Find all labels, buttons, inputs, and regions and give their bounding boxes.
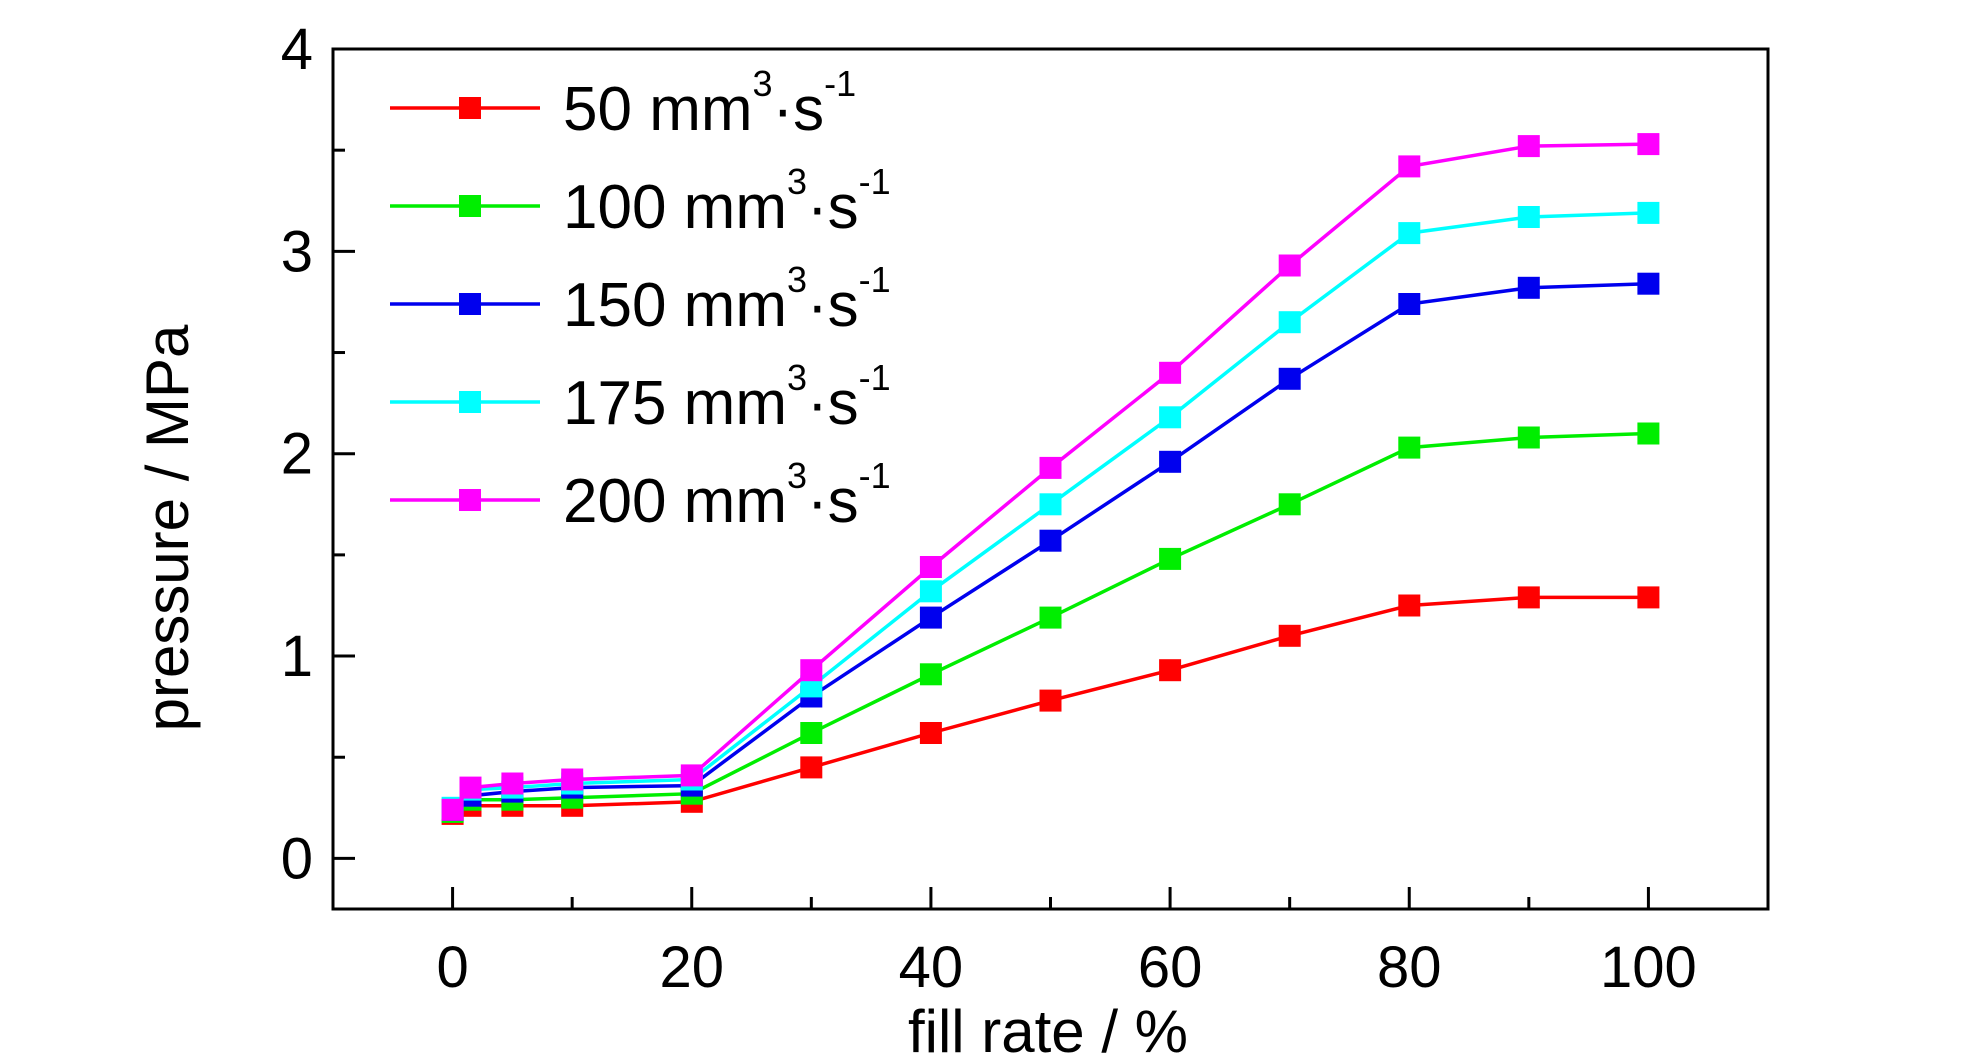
legend-entry-2: 100 mm3·s-1 — [390, 161, 891, 242]
data-point — [1517, 586, 1540, 609]
legend-marker — [459, 195, 481, 217]
data-point — [1159, 450, 1182, 473]
legend-label: 50 mm3·s-1 — [563, 63, 856, 144]
legend-label-superscript: -1 — [859, 259, 891, 300]
x-tick-label: 100 — [1600, 935, 1697, 1000]
legend-label-unit: ·s — [807, 369, 859, 438]
data-point — [1637, 586, 1660, 609]
legend-label-superscript: -1 — [824, 63, 856, 104]
data-point — [1398, 222, 1421, 245]
legend-marker — [459, 391, 481, 413]
legend-label: 100 mm3·s-1 — [563, 161, 891, 242]
legend-label-superscript: -1 — [859, 455, 891, 496]
data-point — [919, 606, 942, 629]
data-point — [1398, 436, 1421, 459]
data-point — [1159, 406, 1182, 429]
data-point — [919, 580, 942, 603]
data-point — [1398, 155, 1421, 178]
legend-marker — [459, 293, 481, 315]
data-point — [919, 722, 942, 744]
data-point — [800, 722, 823, 744]
data-point — [1398, 293, 1421, 315]
data-point — [1278, 367, 1301, 390]
data-point — [1517, 135, 1540, 158]
x-tick-label: 20 — [659, 935, 724, 1000]
legend-label-superscript: -1 — [859, 357, 891, 398]
legend-label: 175 mm3·s-1 — [563, 357, 891, 438]
data-point — [680, 764, 703, 787]
series-5 — [441, 133, 1660, 821]
data-point — [1039, 529, 1062, 552]
data-point — [1039, 456, 1062, 479]
legend-label-unit: ·s — [807, 173, 859, 242]
legend-label-main: 150 mm — [563, 271, 787, 340]
data-point — [1517, 426, 1540, 449]
data-point — [1637, 201, 1660, 224]
legend-label-superscript: 3 — [752, 63, 772, 104]
legend-label-unit: ·s — [773, 75, 825, 144]
data-point — [919, 663, 942, 686]
legend-label: 200 mm3·s-1 — [563, 455, 891, 536]
data-point — [1159, 659, 1182, 682]
legend-label-main: 50 mm — [563, 75, 752, 144]
legend-label-superscript: 3 — [787, 455, 807, 496]
data-point — [561, 768, 584, 791]
series-layer — [441, 133, 1660, 825]
legend-label: 150 mm3·s-1 — [563, 259, 891, 340]
x-tick-label: 80 — [1377, 935, 1442, 1000]
legend-label-unit: ·s — [807, 271, 859, 340]
data-point — [1398, 594, 1421, 617]
legend-label-superscript: -1 — [859, 161, 891, 202]
y-tick-label: 2 — [281, 422, 313, 487]
axis-ticks: 0 20 40 60 80 100 0 1 2 3 4 — [281, 17, 1697, 1000]
y-tick-label: 4 — [281, 17, 313, 82]
legend-entry-4: 175 mm3·s-1 — [390, 357, 891, 438]
data-point — [1637, 272, 1660, 295]
x-tick-label: 60 — [1138, 935, 1203, 1000]
data-point — [1159, 547, 1182, 570]
series-3 — [441, 272, 1660, 821]
data-point — [1278, 311, 1301, 334]
legend-entry-3: 150 mm3·s-1 — [390, 259, 891, 340]
y-tick-label: 3 — [281, 219, 313, 284]
legend-label-superscript: 3 — [787, 357, 807, 398]
x-tick-label: 40 — [899, 935, 964, 1000]
data-point — [501, 772, 524, 795]
y-tick-label: 0 — [281, 826, 313, 891]
data-point — [1278, 624, 1301, 647]
data-point — [1039, 606, 1062, 629]
x-axis-title: fill rate / % — [908, 998, 1188, 1062]
y-axis-title: pressure / MPa — [134, 324, 201, 731]
data-point — [1278, 254, 1301, 277]
data-point — [441, 798, 464, 821]
data-point — [1517, 276, 1540, 299]
legend-label-main: 175 mm — [563, 369, 787, 438]
data-point — [1637, 422, 1660, 445]
legend-entry-5: 200 mm3·s-1 — [390, 455, 891, 536]
data-point — [1517, 206, 1540, 228]
data-point — [919, 556, 942, 578]
legend-label-main: 200 mm — [563, 467, 787, 536]
data-point — [1039, 493, 1062, 516]
data-point — [800, 756, 823, 779]
data-point — [1039, 689, 1062, 712]
legend-label-unit: ·s — [807, 467, 859, 536]
legend-label-superscript: 3 — [787, 161, 807, 202]
x-tick-label: 0 — [436, 935, 468, 1000]
legend-label-superscript: 3 — [787, 259, 807, 300]
data-point — [459, 776, 482, 799]
data-point — [1637, 133, 1660, 156]
legend-label-main: 100 mm — [563, 173, 787, 242]
legend-marker — [459, 489, 481, 511]
data-point — [1159, 361, 1182, 384]
legend-entry-1: 50 mm3·s-1 — [390, 63, 856, 144]
legend-marker — [459, 97, 481, 119]
data-point — [1278, 493, 1301, 516]
y-tick-label: 1 — [281, 624, 313, 689]
data-point — [800, 659, 823, 682]
